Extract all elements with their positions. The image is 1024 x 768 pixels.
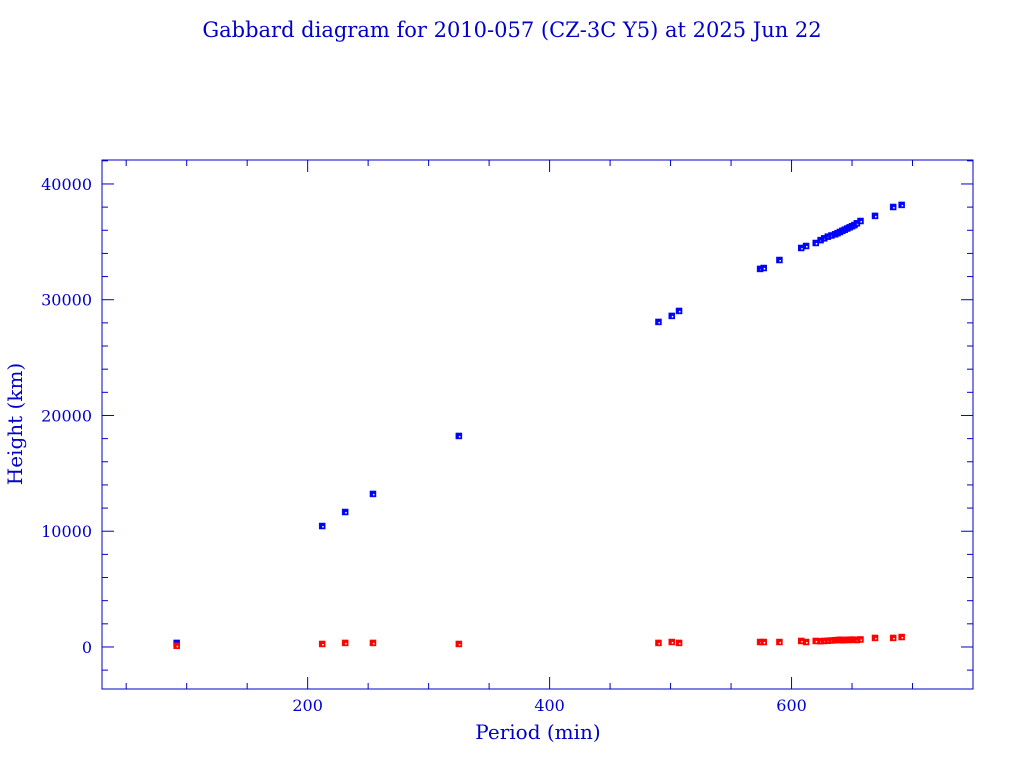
y-tick-label: 40000 [41,175,92,194]
apogee-point-marker [893,206,895,209]
y-tick-label: 30000 [41,291,92,310]
plot-frame [101,159,974,690]
perigee-point-marker [806,642,808,644]
x-tick-label: 600 [776,696,807,715]
apogee-point-marker [658,321,660,324]
y-tick-label: 20000 [41,406,92,425]
apogee-point-marker [458,435,461,438]
perigee-point-marker [801,640,803,643]
perigee-point-marker [860,639,862,641]
apogee-point-marker [322,526,324,528]
perigee-point-marker [901,637,904,639]
apogee-point-marker [901,204,904,207]
y-tick-label: 10000 [41,522,92,541]
perigee-point-marker [458,643,461,646]
data-points [173,201,905,650]
perigee-point-marker [679,642,681,645]
apogee-point-marker [801,247,803,250]
apogee-point-marker [779,260,781,262]
perigee-point-marker [815,640,818,643]
apogee-point-marker [679,310,681,313]
chart-title: Gabbard diagram for 2010-057 (CZ-3C Y5) … [202,18,821,42]
perigee-point-marker [345,642,347,645]
perigee-point-marker [658,642,660,645]
apogee-point-marker [815,242,818,245]
apogee-point-marker [372,493,375,496]
perigee-point-marker [671,642,674,644]
x-axis-label: Period (min) [475,720,600,744]
perigee-point-marker [779,642,781,644]
apogee-point-marker [860,221,862,223]
apogee-point-marker [345,512,347,514]
perigee-point-marker [893,637,895,640]
x-tick-label: 400 [534,696,565,715]
perigee-point-marker [322,643,324,646]
perigee-point-marker [372,642,375,645]
y-axis-label: Height (km) [3,363,27,485]
perigee-point-marker [176,645,179,648]
apogee-point-marker [671,315,674,318]
x-tick-labels: 200 400 600 [292,696,806,715]
apogee-point-marker [875,215,877,218]
axis-ticks [102,160,974,689]
apogee-point-marker [763,267,766,270]
perigee-point-marker [763,642,766,644]
y-tick-labels: 0 10000 20000 30000 40000 [41,175,92,657]
apogee-point-marker [806,246,808,248]
perigee-point-marker [875,637,877,640]
y-tick-label: 0 [82,638,92,657]
x-tick-label: 200 [292,696,323,715]
